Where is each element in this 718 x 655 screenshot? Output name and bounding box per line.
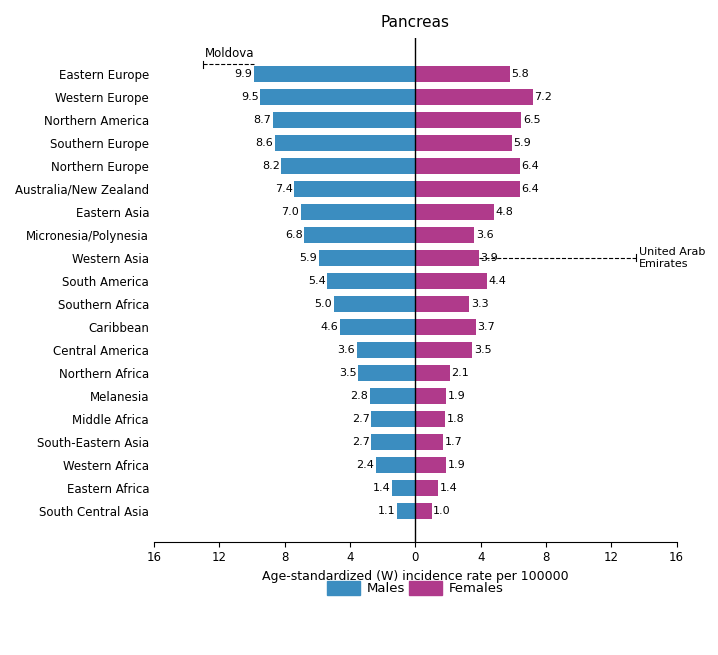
Bar xyxy=(260,88,415,105)
Text: 8.6: 8.6 xyxy=(256,138,274,147)
Text: 6.4: 6.4 xyxy=(521,160,539,171)
Bar xyxy=(415,411,444,427)
Bar xyxy=(301,204,415,219)
Bar xyxy=(319,250,415,266)
Text: 7.0: 7.0 xyxy=(281,207,299,217)
Text: 5.8: 5.8 xyxy=(512,69,529,79)
Bar xyxy=(415,342,472,358)
Text: 1.4: 1.4 xyxy=(440,483,457,493)
Bar xyxy=(376,457,415,473)
Bar xyxy=(371,411,415,427)
Bar xyxy=(253,66,415,82)
Text: 2.1: 2.1 xyxy=(451,367,469,378)
Bar xyxy=(357,342,415,358)
Bar xyxy=(358,365,415,381)
Bar xyxy=(415,204,494,219)
Text: Moldova: Moldova xyxy=(205,47,254,60)
Bar xyxy=(415,181,520,196)
Text: 3.7: 3.7 xyxy=(477,322,495,331)
Bar xyxy=(415,388,447,403)
Text: 6.5: 6.5 xyxy=(523,115,541,124)
Text: 1.8: 1.8 xyxy=(447,414,464,424)
Text: 6.8: 6.8 xyxy=(285,230,302,240)
Text: 5.4: 5.4 xyxy=(308,276,325,286)
Bar xyxy=(397,503,415,519)
Bar xyxy=(415,88,533,105)
Bar xyxy=(370,388,415,403)
Title: Pancreas: Pancreas xyxy=(381,15,449,30)
Text: 2.7: 2.7 xyxy=(352,414,370,424)
Bar xyxy=(340,319,415,335)
Bar xyxy=(415,158,520,174)
Text: 4.4: 4.4 xyxy=(489,276,507,286)
Text: 9.9: 9.9 xyxy=(234,69,252,79)
Bar xyxy=(274,111,415,128)
Bar xyxy=(275,135,415,151)
Bar xyxy=(415,479,438,496)
Text: 8.7: 8.7 xyxy=(253,115,271,124)
Text: 4.6: 4.6 xyxy=(321,322,339,331)
Text: 3.6: 3.6 xyxy=(337,345,355,355)
Bar xyxy=(415,66,510,82)
Bar xyxy=(415,457,447,473)
Bar xyxy=(415,272,488,289)
Text: 6.4: 6.4 xyxy=(521,183,539,194)
Text: 3.6: 3.6 xyxy=(476,230,493,240)
Bar xyxy=(415,295,469,312)
Bar xyxy=(327,272,415,289)
Text: 1.9: 1.9 xyxy=(448,460,466,470)
Text: 1.1: 1.1 xyxy=(378,506,396,515)
Bar xyxy=(415,365,449,381)
Bar xyxy=(415,111,521,128)
Text: 3.9: 3.9 xyxy=(480,253,498,263)
Text: 3.5: 3.5 xyxy=(339,367,357,378)
Bar xyxy=(393,479,415,496)
Text: 9.5: 9.5 xyxy=(241,92,258,102)
Text: 5.0: 5.0 xyxy=(314,299,332,309)
Bar xyxy=(281,158,415,174)
Bar xyxy=(415,135,512,151)
Text: United Arab
Emirates: United Arab Emirates xyxy=(639,247,705,269)
Bar xyxy=(415,227,474,243)
Text: 3.3: 3.3 xyxy=(471,299,488,309)
Text: 4.8: 4.8 xyxy=(495,207,513,217)
Text: 1.4: 1.4 xyxy=(373,483,391,493)
Text: 2.4: 2.4 xyxy=(357,460,375,470)
Text: 2.7: 2.7 xyxy=(352,437,370,447)
Text: 3.5: 3.5 xyxy=(474,345,492,355)
Bar xyxy=(294,181,415,196)
Bar xyxy=(371,434,415,450)
Text: 8.2: 8.2 xyxy=(262,160,280,171)
Text: 2.8: 2.8 xyxy=(350,391,368,401)
Text: 5.9: 5.9 xyxy=(513,138,531,147)
Legend: Males, Females: Males, Females xyxy=(322,576,509,601)
Text: 7.2: 7.2 xyxy=(534,92,552,102)
Text: 7.4: 7.4 xyxy=(275,183,293,194)
Text: 1.7: 1.7 xyxy=(444,437,462,447)
Bar xyxy=(415,319,476,335)
Text: 1.0: 1.0 xyxy=(433,506,451,515)
Text: 1.9: 1.9 xyxy=(448,391,466,401)
Bar xyxy=(304,227,415,243)
Bar xyxy=(415,434,443,450)
Bar xyxy=(415,250,479,266)
X-axis label: Age-standardized (W) incidence rate per 100000: Age-standardized (W) incidence rate per … xyxy=(262,570,569,583)
Bar xyxy=(415,503,432,519)
Bar xyxy=(334,295,415,312)
Text: 5.9: 5.9 xyxy=(299,253,317,263)
